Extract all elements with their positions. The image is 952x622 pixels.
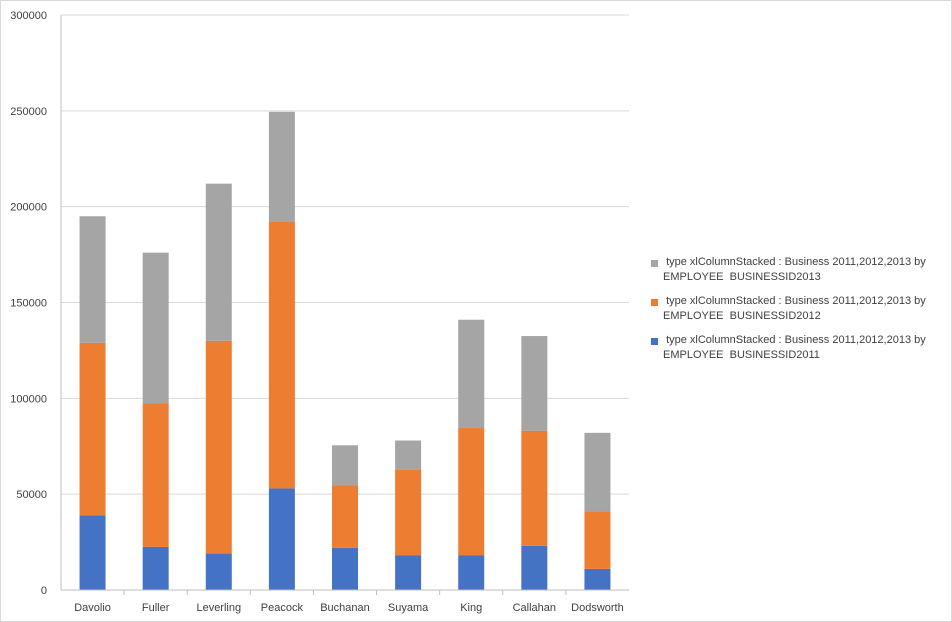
bar-segment bbox=[142, 546, 169, 590]
bars bbox=[79, 111, 611, 590]
bar-segment bbox=[521, 336, 548, 431]
legend-item: type xlColumnStacked : Business 2011,201… bbox=[649, 294, 949, 324]
bar-segment bbox=[268, 222, 295, 489]
bar-segment bbox=[521, 545, 548, 590]
x-tick-label: Davolio bbox=[74, 602, 111, 614]
bar-segment bbox=[79, 216, 106, 343]
y-tick-label: 0 bbox=[41, 585, 47, 597]
x-tick-label: Dodsworth bbox=[571, 602, 624, 614]
bar-segment bbox=[268, 111, 295, 222]
legend-item: type xlColumnStacked : Business 2011,201… bbox=[649, 333, 949, 363]
y-tick-label: 100000 bbox=[10, 393, 47, 405]
y-tick-label: 300000 bbox=[10, 10, 47, 22]
y-tick-label: 150000 bbox=[10, 298, 47, 310]
legend-item: type xlColumnStacked : Business 2011,201… bbox=[649, 255, 949, 285]
bar-segment bbox=[332, 445, 358, 486]
x-tick-label: Peacock bbox=[261, 602, 304, 614]
bar-segment bbox=[332, 485, 358, 548]
bar-segment bbox=[205, 340, 232, 554]
x-tick-labels: Davolio Fuller Leverling Peacock Buchanan Suy… bbox=[74, 602, 624, 614]
legend-swatch bbox=[651, 299, 658, 306]
y-tick-label: 250000 bbox=[10, 106, 47, 118]
bar-segment bbox=[584, 511, 611, 569]
bar-segment bbox=[79, 342, 106, 516]
bar-segment bbox=[205, 553, 232, 590]
x-tick-label: Buchanan bbox=[320, 602, 370, 614]
x-tick-label: Fuller bbox=[142, 602, 170, 614]
bar-segment bbox=[584, 568, 611, 590]
bar-segment bbox=[395, 555, 422, 590]
bar-segment bbox=[142, 403, 169, 547]
y-tick-labels: 0 50000 100000 150000 200000 250000 300000 bbox=[10, 10, 47, 597]
bar-segment bbox=[268, 488, 295, 590]
legend-label: type xlColumnStacked : Business 2011,201… bbox=[663, 334, 929, 361]
bar-segment bbox=[205, 183, 232, 341]
y-tick-label: 200000 bbox=[10, 202, 47, 214]
legend-label: type xlColumnStacked : Business 2011,201… bbox=[663, 295, 929, 322]
x-tick-label: Callahan bbox=[513, 602, 556, 614]
x-tick-label: King bbox=[460, 602, 482, 614]
y-tick-label: 50000 bbox=[16, 489, 47, 501]
axes bbox=[60, 15, 629, 595]
bar-segment bbox=[458, 555, 485, 590]
bar-segment bbox=[521, 430, 548, 546]
chart-legend: type xlColumnStacked : Business 2011,201… bbox=[649, 255, 949, 372]
bar-segment bbox=[584, 432, 611, 512]
bar-segment bbox=[395, 469, 422, 556]
legend-label: type xlColumnStacked : Business 2011,201… bbox=[663, 256, 929, 283]
legend-swatch bbox=[651, 260, 658, 267]
bar-segment bbox=[458, 428, 485, 556]
bar-segment bbox=[332, 547, 358, 590]
bar-segment bbox=[79, 515, 106, 590]
legend-swatch bbox=[651, 338, 658, 345]
x-tick-label: Leverling bbox=[196, 602, 241, 614]
bar-segment bbox=[142, 252, 169, 404]
bar-segment bbox=[395, 440, 422, 470]
x-tick-label: Suyama bbox=[388, 602, 429, 614]
bar-segment bbox=[458, 319, 485, 429]
